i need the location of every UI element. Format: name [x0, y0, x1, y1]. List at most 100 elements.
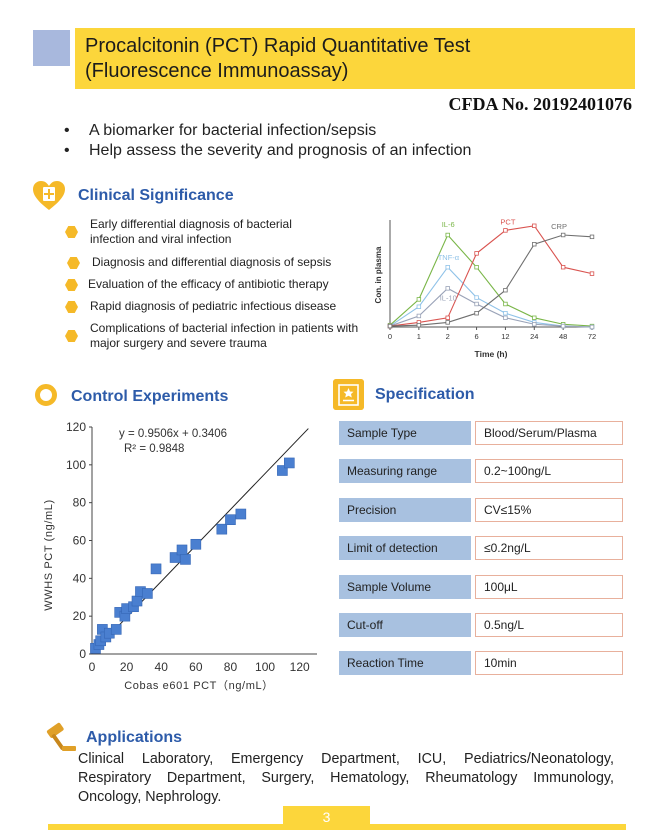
spec-row: Limit of detection ≤0.2ng/L: [339, 536, 623, 560]
spec-row: Sample Type Blood/Serum/Plasma: [339, 421, 623, 445]
data-point: [225, 514, 236, 525]
data-point: [190, 538, 202, 550]
series-marker: [445, 265, 450, 270]
ring-icon: [35, 384, 57, 406]
control-scatter-chart: 0 20 40 60 80 100 120 0 20 40 60 80 100 120 y = 0.950…: [43, 420, 317, 692]
data-point: [150, 563, 162, 575]
series-label: PCT: [500, 217, 515, 226]
hexagon-bullet-icon: [67, 257, 80, 269]
cfda-number: CFDA No. 20192401076: [448, 94, 633, 114]
title-decoration: [33, 30, 70, 66]
spec-value: ≤0.2ng/L: [475, 536, 623, 560]
list-item: Rapid diagnosis of pediatric infectious …: [62, 299, 336, 314]
data-point: [277, 465, 288, 476]
spec-value: CV≤15%: [475, 498, 623, 522]
series-marker: [445, 286, 450, 291]
gavel-icon: [46, 722, 76, 751]
x-tick-label: 80: [224, 660, 238, 674]
x-tick-label: 72: [588, 332, 596, 341]
spec-label: Cut-off: [339, 613, 471, 637]
series-marker: [416, 313, 422, 319]
data-point: [142, 588, 153, 599]
series-marker: [474, 301, 479, 307]
series-label: IL-10: [440, 293, 457, 302]
series-marker: [416, 297, 422, 302]
data-point: [284, 457, 295, 469]
series-marker: [589, 271, 595, 276]
y-tick-label: 120: [66, 420, 86, 434]
series-marker: [560, 323, 566, 329]
title-line-1: Procalcitonin (PCT) Rapid Quantitative T…: [85, 35, 471, 57]
series-label: TNF-α: [438, 253, 460, 262]
data-point: [169, 552, 181, 563]
x-tick-label: 48: [559, 332, 567, 341]
bullet-item: A biomarker for bacterial infection/seps…: [64, 121, 471, 141]
series-label: CRP: [551, 222, 567, 231]
series-marker: [532, 242, 537, 247]
series-marker: [503, 228, 508, 233]
series-marker: [445, 320, 450, 325]
series-marker: [445, 232, 450, 238]
x-tick-label: 120: [290, 660, 310, 674]
spec-label: Sample Type: [339, 421, 471, 445]
y-axis-label: Con. in plasma: [374, 246, 383, 303]
heart-plus-icon: [33, 181, 65, 210]
x-axis-label: Cobas e601 PCT（ng/mL）: [124, 679, 274, 692]
series-marker: [560, 232, 566, 238]
list-item: Evaluation of the efficacy of antibiotic…: [62, 277, 329, 292]
applications-heading: Applications: [86, 729, 183, 746]
x-tick-label: 12: [501, 332, 509, 341]
certificate-icon: [333, 379, 364, 410]
list-item: Early differential diagnosis of bacteria…: [62, 217, 322, 247]
series-marker: [503, 311, 508, 316]
spec-row: Reaction Time 10min: [339, 651, 623, 675]
series-marker: [532, 322, 537, 327]
series-marker: [503, 315, 508, 320]
y-tick-label: 100: [66, 458, 86, 472]
series-line-il-6: [389, 234, 593, 327]
y-tick-label: 20: [73, 609, 87, 623]
x-tick-label: 1: [417, 332, 421, 341]
spec-value: Blood/Serum/Plasma: [475, 421, 623, 445]
x-tick-label: 20: [120, 660, 134, 674]
regression-equation: y = 0.9506x + 0.3406: [119, 428, 227, 440]
y-tick-label: 80: [73, 496, 87, 510]
hexagon-bullet-icon: [65, 330, 78, 342]
series-marker: [474, 251, 479, 256]
hexagon-bullet-icon: [65, 301, 78, 313]
data-point: [110, 624, 122, 635]
spec-row: Cut-off 0.5ng/L: [339, 613, 623, 637]
x-axis-label: Time (h): [475, 349, 508, 359]
series-marker: [474, 295, 479, 300]
hexagon-bullet-icon: [65, 279, 78, 291]
spec-label: Precision: [339, 498, 471, 522]
y-tick-label: 40: [73, 571, 87, 585]
series-marker: [445, 315, 450, 320]
series-line-il-10: [389, 287, 593, 328]
data-point: [180, 554, 191, 565]
series-line-pct: [389, 225, 593, 327]
r-squared-label: R² = 0.9848: [124, 443, 184, 455]
specification-heading: Specification: [375, 386, 475, 403]
spec-row: Precision CV≤15%: [339, 498, 623, 522]
spec-label: Reaction Time: [339, 651, 471, 675]
list-item: Diagnosis and differential diagnosis of …: [62, 255, 331, 270]
series-marker: [503, 301, 508, 307]
y-tick-label: 60: [73, 534, 87, 548]
bullet-item: Help assess the severity and prognosis o…: [64, 141, 471, 161]
control-experiments-heading: Control Experiments: [71, 388, 229, 405]
applications-text: Clinical Laboratory, Emergency Departmen…: [78, 751, 614, 805]
spec-value: 10min: [475, 651, 623, 675]
hexagon-bullet-icon: [65, 226, 78, 238]
page-title: Procalcitonin (PCT) Rapid Quantitative T…: [75, 28, 635, 89]
data-point: [131, 595, 143, 607]
spec-value: 0.2~100ng/L: [475, 459, 623, 483]
spec-label: Measuring range: [339, 459, 471, 483]
x-tick-label: 0: [388, 332, 392, 341]
series-marker: [560, 265, 566, 270]
series-marker: [589, 324, 595, 330]
x-tick-label: 2: [446, 332, 450, 341]
clinical-significance-heading: Clinical Significance: [78, 187, 234, 204]
series-line-crp: [389, 234, 593, 327]
x-tick-label: 0: [89, 660, 96, 674]
